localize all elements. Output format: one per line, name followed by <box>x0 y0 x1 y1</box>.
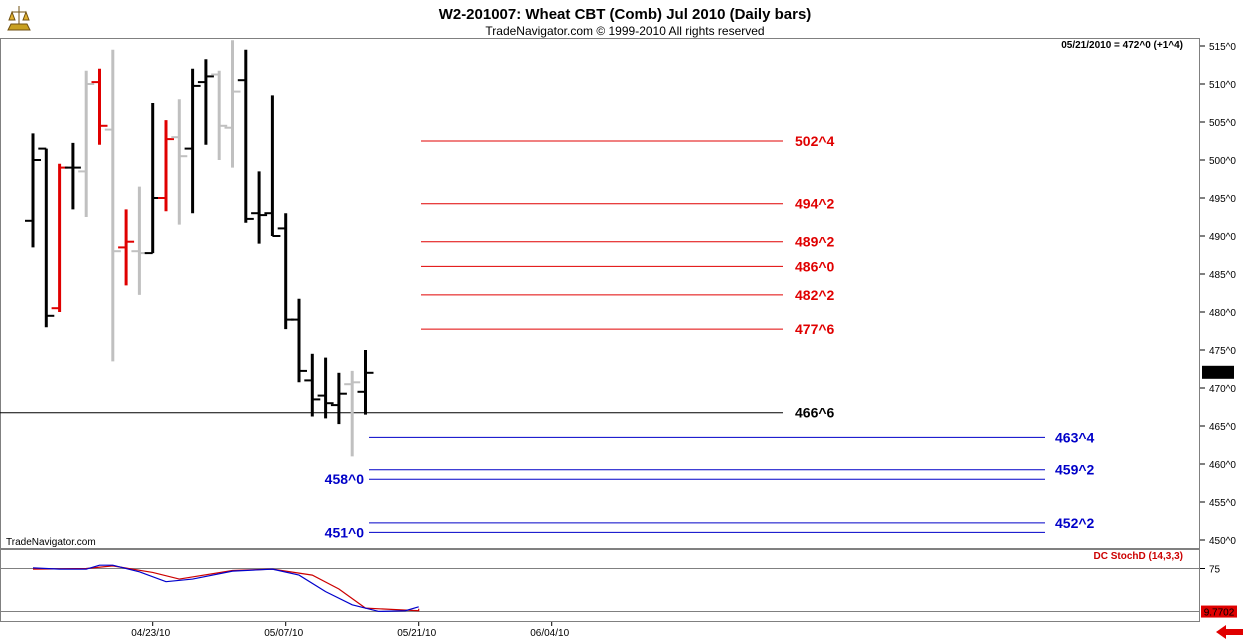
y-tick-label: 515^0 <box>1209 42 1236 53</box>
ohlc-bar <box>25 133 41 248</box>
indicator-value-tag: 9.7702 <box>1201 605 1237 619</box>
last-price-info: 05/21/2010 = 472^0 (+1^4) <box>1061 40 1183 51</box>
ohlc-bar <box>264 95 281 237</box>
y-tick-label: 500^0 <box>1209 156 1236 167</box>
support-label: 459^2 <box>1055 462 1095 478</box>
watermark: TradeNavigator.com <box>6 537 96 548</box>
price-bars <box>25 40 374 457</box>
ohlc-bar <box>197 59 214 145</box>
indicator-title: DC StochD (14,3,3) <box>1094 551 1183 562</box>
ohlc-bar <box>291 298 307 383</box>
left-arrow-icon[interactable] <box>1212 624 1246 640</box>
date-x-axis: 04/23/10 05/07/10 05/21/10 06/04/10 <box>131 622 570 639</box>
resistance-label: 486^0 <box>795 258 835 274</box>
ohlc-bar <box>330 372 347 425</box>
ohlc-bar <box>277 213 294 330</box>
x-tick-label: 04/23/10 <box>131 628 170 639</box>
resistance-label: 494^2 <box>795 196 835 212</box>
copyright-text: TradeNavigator.com © 1999-2010 All right… <box>485 24 764 38</box>
resistance-label: 482^2 <box>795 287 835 303</box>
ohlc-bar <box>51 163 68 312</box>
ohlc-bar <box>344 370 361 457</box>
ohlc-bar <box>251 171 268 244</box>
y-tick-label: 510^0 <box>1209 80 1236 91</box>
y-tick-label: 470^0 <box>1209 384 1236 395</box>
ohlc-bar <box>158 120 174 212</box>
ohlc-bar <box>184 68 201 214</box>
y-tick-label: 450^0 <box>1209 536 1236 547</box>
resistance-label: 477^6 <box>795 321 835 337</box>
support-label: 451^0 <box>325 524 365 540</box>
resistance-label: 502^4 <box>795 133 835 149</box>
support-label: 463^4 <box>1055 429 1095 445</box>
chart-title: W2-201007: Wheat CBT (Comb) Jul 2010 (Da… <box>439 6 812 23</box>
ohlc-bar <box>118 209 135 286</box>
ohlc-bar <box>38 147 55 328</box>
y-tick-label: 465^0 <box>1209 422 1236 433</box>
y-tick-label: 455^0 <box>1209 498 1236 509</box>
ohlc-bar <box>304 353 321 417</box>
x-tick-label: 05/07/10 <box>264 628 303 639</box>
support-label: 452^2 <box>1055 515 1095 531</box>
ohlc-bar <box>237 49 254 223</box>
last-price-tag: 472^0 <box>1202 365 1234 379</box>
ohlc-bar <box>91 68 108 145</box>
ohlc-bar <box>171 99 188 225</box>
y-tick-label: 505^0 <box>1209 118 1236 129</box>
x-tick-label: 06/04/10 <box>530 628 569 639</box>
ohlc-bar <box>144 103 161 255</box>
pivot-label: 466^6 <box>795 405 835 421</box>
price-panel <box>0 38 1200 549</box>
ohlc-bar <box>64 142 81 210</box>
y-tick-label: 460^0 <box>1209 460 1236 471</box>
y-tick-label: 490^0 <box>1209 232 1236 243</box>
stoch-k-line <box>32 564 419 613</box>
ohlc-bar <box>357 350 374 415</box>
y-tick-label: 475^0 <box>1209 346 1236 357</box>
y-tick-label: 495^0 <box>1209 194 1236 205</box>
support-label: 458^0 <box>325 471 365 487</box>
ohlc-bar <box>317 357 334 419</box>
price-y-axis: 515^0 510^0 505^0 500^0 495^0 490^0 485^0 480^0… <box>1200 42 1236 547</box>
indicator-value-text: 9.7702 <box>1204 608 1235 619</box>
indicator-tick-label: 75 <box>1209 565 1221 576</box>
ohlc-bar <box>78 70 95 217</box>
logo-icon <box>2 2 38 36</box>
ohlc-bar <box>224 40 241 168</box>
x-tick-label: 05/21/10 <box>397 628 436 639</box>
indicator-lines: 75 <box>0 564 1221 613</box>
indicator-panel <box>0 549 1200 622</box>
price-levels: 502^4 494^2 489^2 486^0 482^2 477^6 466^6 463^4… <box>0 133 1095 540</box>
resistance-label: 489^2 <box>795 234 835 250</box>
last-price-tag-text: 472^0 <box>1205 368 1232 379</box>
y-tick-label: 485^0 <box>1209 270 1236 281</box>
ohlc-bar <box>211 70 228 160</box>
y-tick-label: 480^0 <box>1209 308 1236 319</box>
ohlc-bar <box>104 49 121 362</box>
